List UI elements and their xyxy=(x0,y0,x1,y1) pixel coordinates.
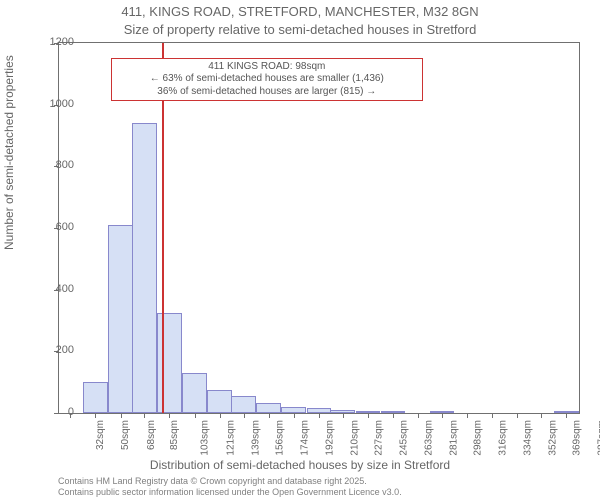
x-tick-label: 174sqm xyxy=(299,420,310,456)
x-tick xyxy=(492,413,493,418)
x-axis-label: Distribution of semi-detached houses by … xyxy=(0,458,600,472)
x-tick xyxy=(144,413,145,418)
histogram-bar xyxy=(108,225,133,413)
histogram-bar xyxy=(157,313,182,413)
x-tick xyxy=(244,413,245,418)
annotation-line-2: ← 63% of semi-detached houses are smalle… xyxy=(116,73,418,86)
y-tick-label: 0 xyxy=(68,406,74,418)
chart-container: 411, KINGS ROAD, STRETFORD, MANCHESTER, … xyxy=(0,0,600,500)
x-tick xyxy=(517,413,518,418)
x-tick-label: 121sqm xyxy=(225,420,236,456)
annotation-line-1: 411 KINGS ROAD: 98sqm xyxy=(116,61,418,74)
y-tick-label: 1000 xyxy=(50,98,74,110)
x-tick-label: 192sqm xyxy=(324,420,335,456)
annotation-line-3: 36% of semi-detached houses are larger (… xyxy=(116,86,418,99)
title-line-1: 411, KINGS ROAD, STRETFORD, MANCHESTER, … xyxy=(0,4,600,19)
x-tick xyxy=(393,413,394,418)
x-tick xyxy=(566,413,567,418)
x-tick-label: 263sqm xyxy=(424,420,435,456)
x-tick xyxy=(121,413,122,418)
x-tick xyxy=(467,413,468,418)
x-tick xyxy=(169,413,170,418)
x-tick-label: 227sqm xyxy=(373,420,384,456)
y-tick-label: 1200 xyxy=(50,36,74,48)
x-tick xyxy=(343,413,344,418)
x-tick-label: 68sqm xyxy=(146,420,157,450)
y-axis-label: Number of semi-detached properties xyxy=(2,55,16,250)
plot-area: 411 KINGS ROAD: 98sqm← 63% of semi-detac… xyxy=(58,42,580,414)
histogram-bar xyxy=(182,373,207,413)
x-tick-label: 245sqm xyxy=(399,420,410,456)
histogram-bar xyxy=(207,390,232,413)
x-tick xyxy=(95,413,96,418)
y-tick-label: 800 xyxy=(56,159,74,171)
x-tick-label: 369sqm xyxy=(572,420,583,456)
histogram-bar xyxy=(83,382,108,413)
y-tick xyxy=(54,413,59,414)
x-tick xyxy=(418,413,419,418)
attribution-footer: Contains HM Land Registry data © Crown c… xyxy=(58,476,402,498)
x-tick-label: 85sqm xyxy=(169,420,180,450)
footer-line-2: Contains public sector information licen… xyxy=(58,487,402,498)
x-tick-label: 316sqm xyxy=(498,420,509,456)
x-tick xyxy=(294,413,295,418)
x-tick-label: 50sqm xyxy=(120,420,131,450)
x-tick xyxy=(195,413,196,418)
histogram-bar xyxy=(132,123,157,413)
y-tick-label: 200 xyxy=(56,344,74,356)
y-axis-label-text: Number of semi-detached properties xyxy=(2,55,16,250)
x-tick xyxy=(220,413,221,418)
title-line-2: Size of property relative to semi-detach… xyxy=(0,22,600,37)
x-tick xyxy=(541,413,542,418)
x-tick-label: 156sqm xyxy=(274,420,285,456)
x-tick xyxy=(319,413,320,418)
x-tick-label: 103sqm xyxy=(200,420,211,456)
histogram-bar xyxy=(256,403,281,413)
y-tick-label: 600 xyxy=(56,221,74,233)
x-tick-label: 352sqm xyxy=(548,420,559,456)
x-tick xyxy=(368,413,369,418)
histogram-bar xyxy=(231,396,256,413)
x-tick xyxy=(442,413,443,418)
x-tick-label: 139sqm xyxy=(250,420,261,456)
x-tick-label: 298sqm xyxy=(473,420,484,456)
x-tick xyxy=(269,413,270,418)
y-tick-label: 400 xyxy=(56,283,74,295)
footer-line-1: Contains HM Land Registry data © Crown c… xyxy=(58,476,402,487)
annotation-box: 411 KINGS ROAD: 98sqm← 63% of semi-detac… xyxy=(111,58,423,102)
x-tick-label: 281sqm xyxy=(449,420,460,456)
x-tick-label: 32sqm xyxy=(95,420,106,450)
x-tick-label: 334sqm xyxy=(523,420,534,456)
x-tick-label: 210sqm xyxy=(350,420,361,456)
